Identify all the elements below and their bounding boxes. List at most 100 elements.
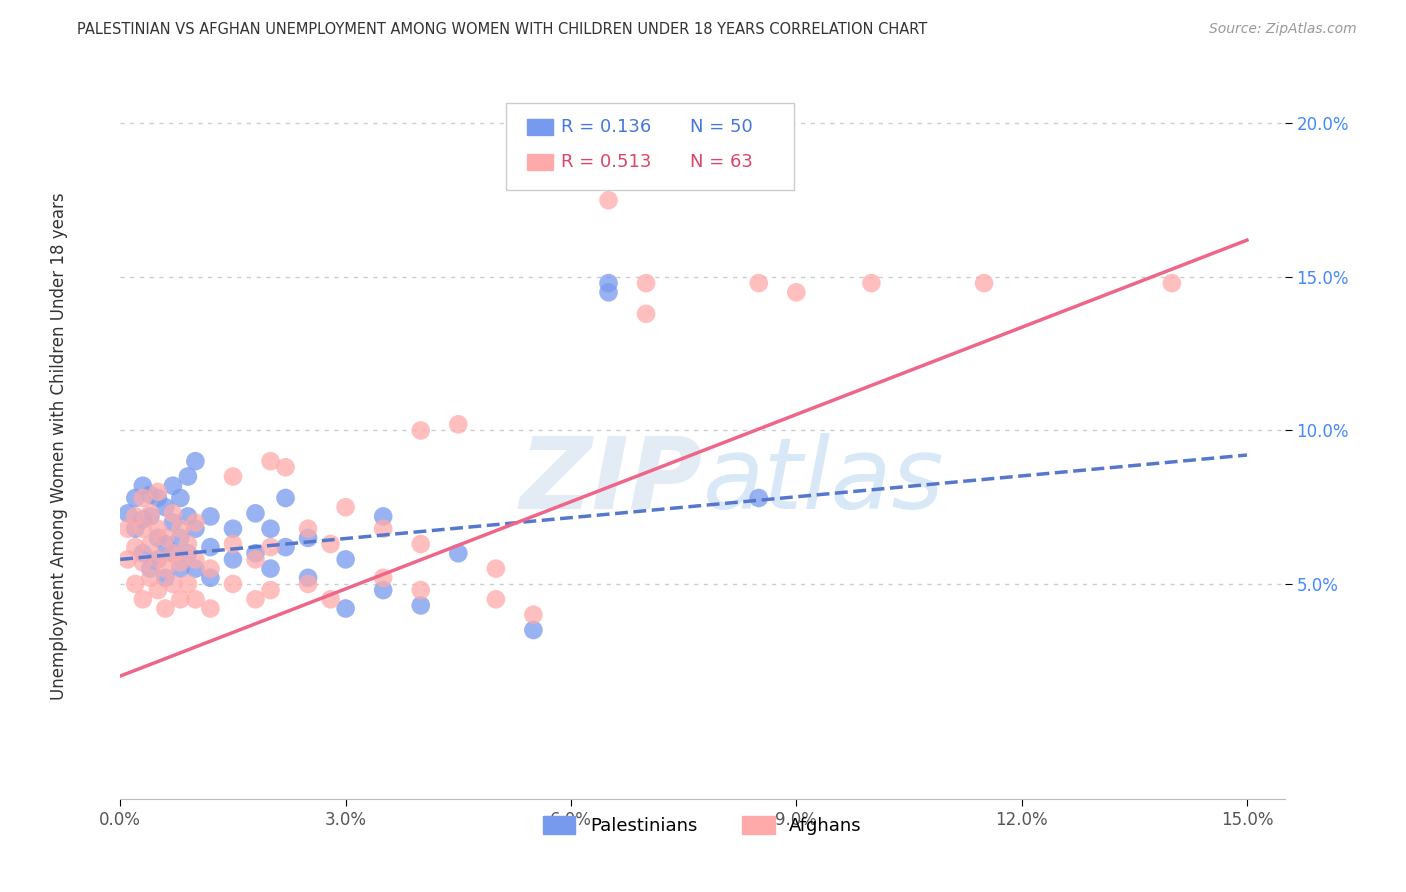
Point bbox=[200, 571, 222, 585]
Point bbox=[117, 507, 139, 521]
Point bbox=[259, 540, 281, 554]
Point bbox=[132, 512, 155, 526]
Point bbox=[259, 522, 281, 536]
Point bbox=[146, 491, 169, 505]
Point bbox=[169, 592, 191, 607]
Point bbox=[146, 484, 169, 499]
Point bbox=[222, 537, 245, 551]
Point bbox=[132, 556, 155, 570]
Point bbox=[132, 522, 155, 536]
Point bbox=[162, 516, 184, 530]
Point bbox=[146, 552, 169, 566]
Point bbox=[1160, 276, 1182, 290]
Point bbox=[124, 522, 146, 536]
Point bbox=[155, 500, 177, 515]
Point bbox=[200, 540, 222, 554]
Point bbox=[132, 546, 155, 560]
Point bbox=[155, 537, 177, 551]
Point bbox=[169, 531, 191, 545]
Point bbox=[124, 491, 146, 505]
Point bbox=[860, 276, 883, 290]
Point bbox=[274, 460, 297, 475]
Point bbox=[522, 623, 544, 637]
Point bbox=[155, 531, 177, 545]
Point bbox=[139, 488, 162, 502]
Point bbox=[748, 491, 770, 505]
Point bbox=[169, 556, 191, 570]
Point bbox=[132, 592, 155, 607]
Point bbox=[169, 522, 191, 536]
Point bbox=[335, 552, 357, 566]
Point bbox=[184, 516, 207, 530]
Point bbox=[785, 285, 807, 300]
Point bbox=[297, 577, 319, 591]
Point bbox=[259, 454, 281, 468]
Point bbox=[184, 552, 207, 566]
Point bbox=[146, 583, 169, 598]
Point bbox=[162, 546, 184, 560]
Point bbox=[139, 509, 162, 524]
Text: Unemployment Among Women with Children Under 18 years: Unemployment Among Women with Children U… bbox=[51, 192, 67, 700]
Point bbox=[297, 531, 319, 545]
Text: ZIP: ZIP bbox=[519, 433, 703, 530]
Point bbox=[177, 509, 200, 524]
Point bbox=[162, 577, 184, 591]
Point bbox=[184, 592, 207, 607]
Point bbox=[132, 491, 155, 505]
Point bbox=[598, 193, 620, 207]
Point bbox=[447, 546, 470, 560]
Point bbox=[132, 479, 155, 493]
Point bbox=[124, 577, 146, 591]
Text: R = 0.136: R = 0.136 bbox=[561, 118, 651, 136]
Point bbox=[245, 546, 267, 560]
Point bbox=[169, 491, 191, 505]
Text: Source: ZipAtlas.com: Source: ZipAtlas.com bbox=[1209, 22, 1357, 37]
Point bbox=[184, 522, 207, 536]
Point bbox=[485, 592, 508, 607]
Point bbox=[177, 469, 200, 483]
Point bbox=[117, 552, 139, 566]
Point bbox=[200, 509, 222, 524]
Point bbox=[748, 276, 770, 290]
Point bbox=[447, 417, 470, 432]
Text: R = 0.513: R = 0.513 bbox=[561, 153, 651, 171]
Point bbox=[598, 276, 620, 290]
Point bbox=[155, 561, 177, 575]
Point bbox=[169, 561, 191, 575]
Point bbox=[162, 479, 184, 493]
Point bbox=[139, 537, 162, 551]
Point bbox=[274, 491, 297, 505]
Point bbox=[636, 307, 658, 321]
Point bbox=[177, 546, 200, 560]
Point bbox=[598, 285, 620, 300]
Point bbox=[124, 540, 146, 554]
Point bbox=[319, 592, 342, 607]
Point bbox=[335, 500, 357, 515]
Point bbox=[162, 546, 184, 560]
Text: N = 50: N = 50 bbox=[690, 118, 754, 136]
Point bbox=[245, 552, 267, 566]
Legend: Palestinians, Afghans: Palestinians, Afghans bbox=[534, 806, 870, 844]
Point bbox=[184, 561, 207, 575]
Point bbox=[155, 601, 177, 615]
Point bbox=[139, 561, 162, 575]
Point bbox=[124, 509, 146, 524]
Point bbox=[222, 522, 245, 536]
Point bbox=[259, 583, 281, 598]
Point bbox=[636, 276, 658, 290]
Point bbox=[297, 522, 319, 536]
Text: PALESTINIAN VS AFGHAN UNEMPLOYMENT AMONG WOMEN WITH CHILDREN UNDER 18 YEARS CORR: PALESTINIAN VS AFGHAN UNEMPLOYMENT AMONG… bbox=[77, 22, 928, 37]
Point bbox=[222, 577, 245, 591]
Point bbox=[146, 522, 169, 536]
Point bbox=[155, 571, 177, 585]
Point bbox=[177, 537, 200, 551]
Point bbox=[373, 583, 395, 598]
Point bbox=[409, 537, 432, 551]
Point bbox=[184, 454, 207, 468]
Point bbox=[409, 599, 432, 613]
Text: atlas: atlas bbox=[703, 433, 943, 530]
Point bbox=[297, 571, 319, 585]
Point bbox=[522, 607, 544, 622]
Point bbox=[319, 537, 342, 551]
Point bbox=[200, 601, 222, 615]
